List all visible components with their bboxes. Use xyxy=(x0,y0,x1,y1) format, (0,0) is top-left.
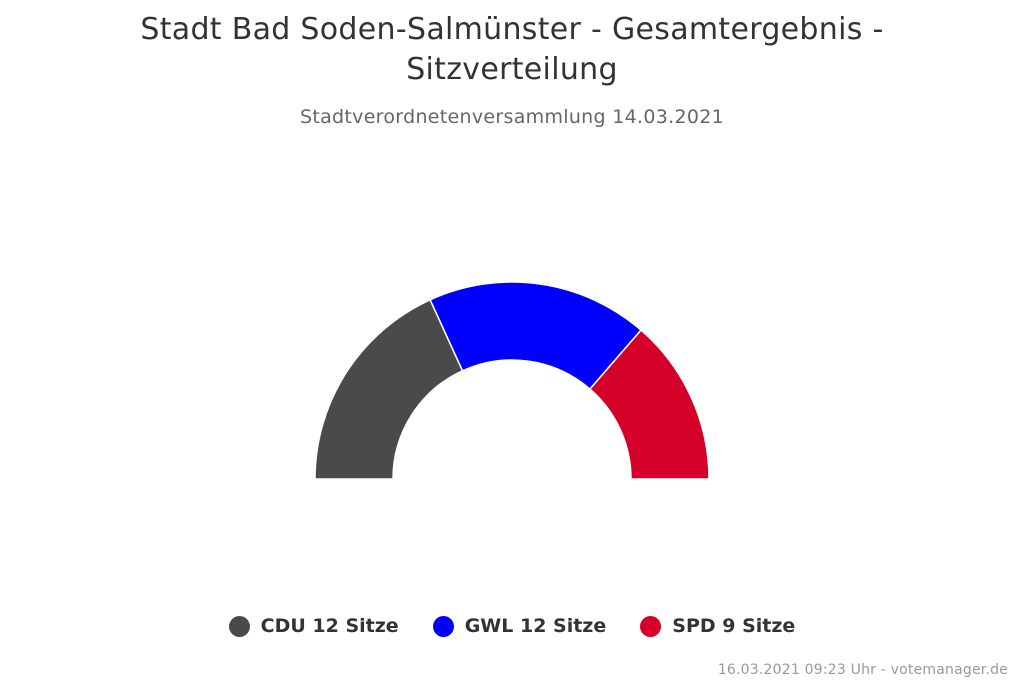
legend-marker-gwl xyxy=(432,615,454,637)
legend-marker-cdu xyxy=(228,615,250,637)
legend-item-gwl[interactable]: GWL 12 Sitze xyxy=(432,615,607,637)
legend-label-cdu: CDU 12 Sitze xyxy=(260,615,399,637)
chart-legend: CDU 12 Sitze GWL 12 Sitze SPD 9 Sitze xyxy=(0,615,1024,637)
legend-marker-spd xyxy=(640,615,662,637)
chart-credits[interactable]: 16.03.2021 09:23 Uhr - votemanager.de xyxy=(717,662,1008,678)
slice-gwl[interactable] xyxy=(429,281,642,390)
slice-cdu[interactable] xyxy=(314,299,464,480)
legend-label-spd: SPD 9 Sitze xyxy=(672,615,796,637)
chart-subtitle: Stadtverordnetenversammlung 14.03.2021 xyxy=(299,106,725,128)
seat-distribution-chart xyxy=(314,281,710,480)
slice-spd[interactable] xyxy=(589,329,710,480)
legend-item-spd[interactable]: SPD 9 Sitze xyxy=(640,615,795,637)
legend-label-gwl: GWL 12 Sitze xyxy=(464,615,607,637)
legend-item-cdu[interactable]: CDU 12 Sitze xyxy=(228,615,399,637)
chart-title: Stadt Bad Soden-Salmünster - Gesamtergeb… xyxy=(140,12,884,87)
